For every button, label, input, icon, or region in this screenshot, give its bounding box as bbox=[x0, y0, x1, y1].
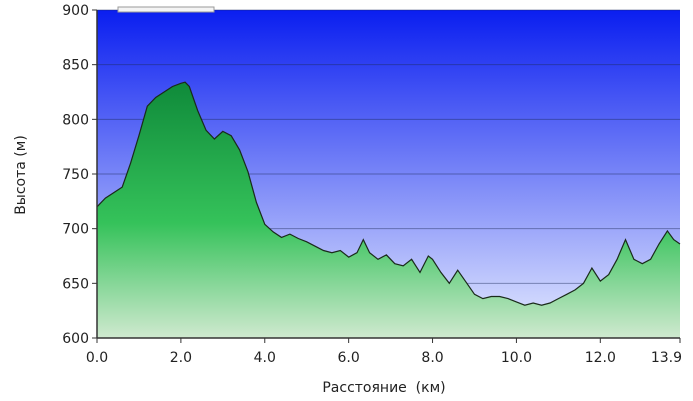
x-tick-label: 4.0 bbox=[254, 350, 276, 366]
y-tick-label: 850 bbox=[62, 58, 89, 74]
legend-box bbox=[117, 6, 215, 13]
y-tick-label: 750 bbox=[62, 167, 89, 183]
y-tick-label: 700 bbox=[62, 222, 89, 238]
x-tick-label: 8.0 bbox=[421, 350, 443, 366]
x-tick-label: 12.0 bbox=[585, 350, 616, 366]
y-tick-label: 600 bbox=[62, 331, 89, 347]
y-axis-title: Высота (м) bbox=[13, 135, 29, 215]
elevation-line bbox=[96, 81, 681, 306]
y-axis-ticks: 600 650 700 750 800 850 900 bbox=[62, 3, 97, 347]
elevation-area bbox=[97, 82, 680, 338]
x-tick-label: 10.0 bbox=[501, 350, 532, 366]
x-axis-title: Расстояние (км) bbox=[322, 380, 445, 396]
y-tick-label: 800 bbox=[62, 112, 89, 128]
x-tick-label: 13.9 bbox=[651, 350, 682, 366]
y-tick-label: 900 bbox=[62, 3, 89, 19]
x-tick-label: 6.0 bbox=[338, 350, 360, 366]
x-tick-label: 0.0 bbox=[86, 350, 108, 366]
y-tick-label: 650 bbox=[62, 276, 89, 292]
x-tick-label: 2.0 bbox=[170, 350, 192, 366]
x-axis-ticks: 0.0 2.0 4.0 6.0 8.0 10.0 12.0 13.9 bbox=[86, 338, 682, 366]
